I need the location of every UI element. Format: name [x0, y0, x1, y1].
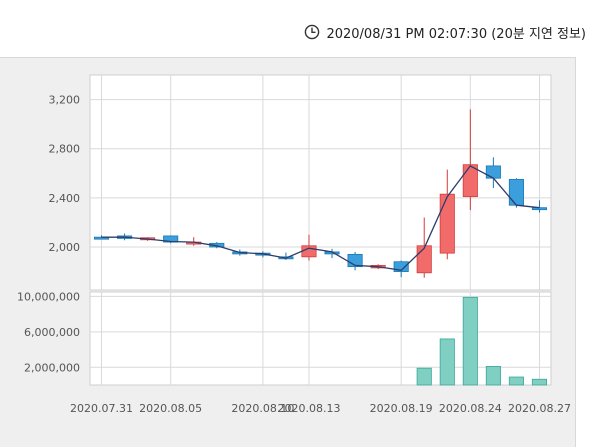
x-tick-label: 2020.07.31	[70, 402, 133, 415]
price-plot-area	[90, 75, 551, 290]
x-tick-label: 2020.08.13	[277, 402, 340, 415]
volume-bar	[463, 297, 477, 385]
price-y-tick-label: 2,400	[49, 192, 81, 205]
price-y-tick-label: 2,800	[49, 143, 81, 156]
volume-plot-area	[90, 292, 551, 385]
price-y-tick-label: 2,000	[49, 241, 81, 254]
volume-y-tick-label: 10,000,000	[17, 290, 80, 303]
x-tick-label: 2020.08.05	[139, 402, 202, 415]
candle-body	[486, 166, 500, 178]
volume-y-tick-label: 2,000,000	[24, 361, 80, 374]
candle-body	[463, 165, 477, 197]
price-y-tick-label: 3,200	[49, 94, 81, 107]
volume-bar	[532, 379, 546, 385]
candle-body	[417, 246, 431, 273]
volume-y-tick-label: 6,000,000	[24, 326, 80, 339]
candle-body	[509, 179, 523, 205]
chart-frame: 2020.07.31 2020.08.05 2020.08.10 2020.08.13…	[0, 57, 576, 447]
volume-bar	[440, 339, 454, 385]
volume-bar	[486, 366, 500, 385]
update-timestamp: 2020/08/31 PM 02:07:30 (20분 지연 정보)	[304, 22, 586, 42]
stock-chart: 2020.07.31 2020.08.05 2020.08.102020.08.13…	[0, 58, 576, 448]
volume-bar	[417, 368, 431, 385]
x-tick-label: 2020.08.27	[508, 402, 571, 415]
candle-body	[302, 246, 316, 257]
x-tick-label: 2020.08.19	[370, 402, 433, 415]
x-tick-label: 2020.08.24	[439, 402, 502, 415]
timestamp-text: 2020/08/31 PM 02:07:30 (20분 지연 정보)	[326, 23, 586, 42]
volume-bar	[509, 377, 523, 385]
clock-icon	[304, 24, 320, 40]
candle-body	[440, 194, 454, 253]
candle-body	[532, 208, 546, 210]
